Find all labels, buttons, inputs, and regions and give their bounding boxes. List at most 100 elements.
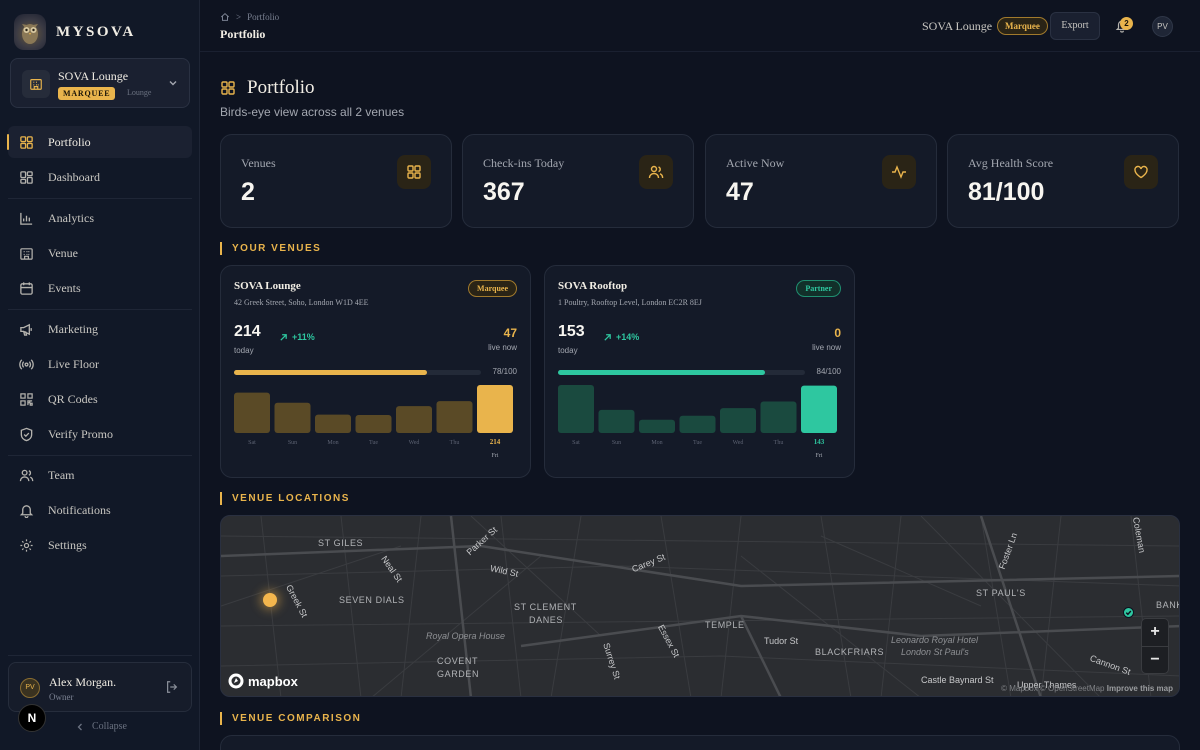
- stat-card-checkins: Check-ins Today 367: [462, 134, 694, 228]
- users-icon: [18, 467, 34, 483]
- chart-bar-mon[interactable]: [315, 414, 351, 433]
- venue-marker-lounge[interactable]: [263, 593, 277, 607]
- venue-marker-rooftop[interactable]: [1123, 607, 1134, 618]
- arrow-up-right-icon: [604, 333, 611, 341]
- chart-bar-fri[interactable]: [801, 385, 837, 433]
- chart-day-label: Mon: [651, 440, 662, 446]
- chart-bar-wed[interactable]: [396, 406, 432, 433]
- map-label: BANK: [1156, 600, 1179, 610]
- map-attribution-text[interactable]: © Mapbox © OpenStreetMap: [1001, 684, 1105, 693]
- chart-bar-sun[interactable]: [274, 402, 311, 433]
- sidebar-item-analytics[interactable]: Analytics: [8, 202, 192, 234]
- chevron-down-icon: [167, 76, 179, 94]
- map-zoom-controls: + −: [1141, 618, 1169, 674]
- map-label: BLACKFRIARS: [815, 647, 885, 657]
- section-heading-comparison: VENUE COMPARISON: [220, 712, 361, 725]
- chart-day-label: Fri: [491, 453, 498, 459]
- map-label: SEVEN DIALS: [339, 595, 405, 605]
- map-label: COVENT: [437, 656, 479, 666]
- sidebar-item-label: Dashboard: [48, 169, 100, 184]
- chart-bar-tue[interactable]: [355, 415, 392, 433]
- sidebar-item-events[interactable]: Events: [8, 272, 192, 304]
- sidebar-item-qr-codes[interactable]: QR Codes: [8, 383, 192, 415]
- chart-bar-sat[interactable]: [234, 392, 270, 433]
- venue-card[interactable]: SOVA Rooftop 1 Poultry, Rooftop Level, L…: [544, 265, 855, 478]
- breadcrumb: > Portfolio: [220, 12, 279, 22]
- export-button[interactable]: Export: [1050, 12, 1100, 40]
- grid-icon: [397, 155, 431, 189]
- venue-today-count: 214: [234, 323, 261, 340]
- broadcast-icon: [18, 356, 34, 372]
- mapbox-logo[interactable]: mapbox: [228, 673, 298, 689]
- collapse-button[interactable]: Collapse: [76, 721, 127, 732]
- map-label: ST PAUL'S: [976, 588, 1026, 598]
- chart-bar-sat[interactable]: [558, 385, 594, 433]
- chart-highlight-value: 143: [814, 438, 825, 446]
- sidebar-item-label: Verify Promo: [48, 426, 113, 441]
- mapbox-icon: [228, 673, 244, 689]
- bar-chart-icon: [18, 210, 34, 226]
- calendar-icon: [18, 280, 34, 296]
- user-card[interactable]: PV Alex Morgan. Owner: [8, 662, 192, 712]
- user-name: Alex Morgan.: [49, 675, 117, 689]
- sidebar-item-venue[interactable]: Venue: [8, 237, 192, 269]
- map-poi-label: London St Paul's: [901, 647, 969, 657]
- sidebar-item-marketing[interactable]: Marketing: [8, 313, 192, 345]
- sidebar-item-live-floor[interactable]: Live Floor: [8, 348, 192, 380]
- chart-bar-sun[interactable]: [598, 409, 635, 433]
- chart-bar-mon[interactable]: [639, 419, 675, 433]
- stat-value: 47: [726, 178, 754, 206]
- n-badge[interactable]: N: [18, 704, 46, 732]
- zoom-divider: [1142, 646, 1168, 647]
- chart-day-label: Wed: [409, 440, 420, 446]
- venue-name: SOVA Rooftop: [558, 280, 628, 292]
- chart-bar-fri[interactable]: [477, 385, 513, 433]
- chart-bar-tue[interactable]: [679, 415, 716, 433]
- venue-trend: +11%: [279, 332, 315, 342]
- home-icon[interactable]: [220, 12, 230, 22]
- avatar[interactable]: PV: [1152, 16, 1173, 37]
- stat-label: Active Now: [726, 156, 785, 170]
- stat-card-health-score: Avg Health Score 81/100: [947, 134, 1179, 228]
- main-content: Portfolio Birds-eye view across all 2 ve…: [200, 53, 1200, 750]
- zoom-in-button[interactable]: +: [1150, 623, 1160, 640]
- chart-bar-wed[interactable]: [720, 408, 756, 433]
- sidebar-item-notifications[interactable]: Notifications: [8, 494, 192, 526]
- chart-bar-thu[interactable]: [436, 401, 473, 433]
- sidebar-item-label: Team: [48, 467, 75, 482]
- zoom-out-button[interactable]: −: [1150, 651, 1160, 668]
- improve-map-link[interactable]: Improve this map: [1106, 684, 1173, 693]
- weekly-checkins-chart: Sat Sun Mon Tue Wed Thu 214 Fri: [234, 385, 513, 459]
- sidebar-item-verify-promo[interactable]: Verify Promo: [8, 418, 192, 450]
- map-label: Castle Baynard St: [921, 675, 994, 685]
- venue-trend-value: +11%: [292, 332, 315, 342]
- page-title: Portfolio: [247, 77, 315, 98]
- chart-bar-thu[interactable]: [760, 401, 797, 433]
- map-poi-label: Leonardo Royal Hotel: [891, 635, 979, 645]
- health-progress-fill: [558, 370, 766, 375]
- sidebar-item-label: Settings: [48, 537, 87, 552]
- chart-day-label: Mon: [327, 440, 338, 446]
- sidebar-item-dashboard[interactable]: Dashboard: [8, 161, 192, 193]
- venue-switcher[interactable]: SOVA Lounge MARQUEE Lounge: [10, 58, 190, 108]
- venue-today-label: today: [234, 346, 254, 355]
- venue-card[interactable]: SOVA Lounge 42 Greek Street, Soho, Londo…: [220, 265, 531, 478]
- sidebar-item-label: Analytics: [48, 210, 94, 225]
- venue-live-label: live now: [812, 343, 841, 352]
- sidebar-item-label: Notifications: [48, 502, 111, 517]
- venue-map[interactable]: ST GILES SEVEN DIALS COVENT GARDEN ST CL…: [220, 515, 1180, 697]
- brand[interactable]: MYSOVA: [14, 14, 136, 50]
- nav-divider: [8, 455, 192, 456]
- sidebar-item-settings[interactable]: Settings: [8, 529, 192, 561]
- chart-day-label: Sun: [612, 440, 621, 446]
- breadcrumb-current[interactable]: Portfolio: [247, 12, 280, 22]
- chart-day-label: Sat: [248, 440, 256, 446]
- section-heading-locations: VENUE LOCATIONS: [220, 492, 350, 505]
- sidebar-item-portfolio[interactable]: Portfolio: [7, 126, 192, 158]
- sidebar-item-team[interactable]: Team: [8, 459, 192, 491]
- stat-card-active-now: Active Now 47: [705, 134, 937, 228]
- logout-icon[interactable]: [165, 680, 179, 699]
- weekly-checkins-chart: Sat Sun Mon Tue Wed Thu 143 Fri: [558, 385, 837, 459]
- venue-tier-badge: Marquee: [468, 280, 517, 297]
- venue-tier-badge: Partner: [796, 280, 841, 297]
